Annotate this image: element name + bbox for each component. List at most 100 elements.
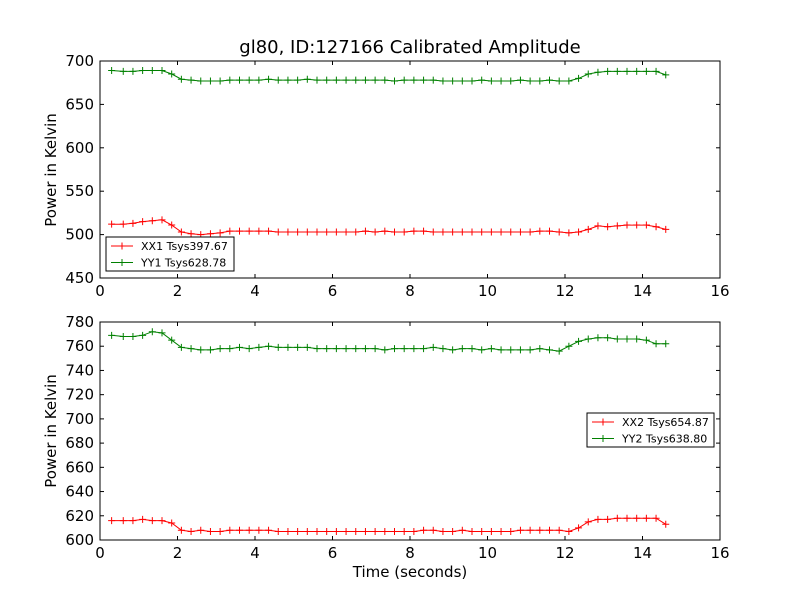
- data-point-marker: [245, 76, 253, 84]
- data-point-marker: [108, 220, 116, 228]
- data-point-marker: [613, 514, 621, 522]
- data-point-marker: [313, 228, 321, 236]
- data-point-marker: [604, 515, 612, 523]
- data-point-marker: [439, 228, 447, 236]
- data-point-marker: [555, 77, 563, 85]
- data-point-marker: [119, 67, 127, 75]
- data-point-marker: [381, 528, 389, 536]
- data-point-marker: [168, 336, 176, 344]
- data-point-marker: [371, 76, 379, 84]
- series-line: [111, 219, 666, 236]
- data-point-marker: [108, 517, 116, 525]
- data-point-marker: [381, 346, 389, 354]
- data-point-marker: [284, 228, 292, 236]
- data-point-marker: [516, 228, 524, 236]
- data-point-marker: [177, 526, 185, 534]
- data-point-marker: [361, 345, 369, 353]
- data-point-marker: [245, 227, 253, 235]
- data-point-marker: [139, 67, 147, 75]
- data-point-marker: [148, 217, 156, 225]
- chart-title: gl80, ID:127166 Calibrated Amplitude: [239, 37, 580, 58]
- legend-marker: [599, 418, 607, 426]
- data-point-marker: [468, 77, 476, 85]
- series-line: [111, 331, 666, 352]
- data-point-marker: [604, 334, 612, 342]
- data-point-marker: [187, 528, 195, 536]
- y-tick-label: 450: [65, 269, 94, 287]
- data-point-marker: [565, 528, 573, 536]
- data-point-marker: [555, 228, 563, 236]
- y-tick-label: 550: [65, 182, 94, 200]
- data-point-marker: [604, 67, 612, 75]
- data-point-marker: [119, 220, 127, 228]
- y-tick-label: 660: [65, 458, 94, 476]
- data-point-marker: [284, 76, 292, 84]
- data-point-marker: [546, 76, 553, 84]
- x-tick-label: 16: [710, 282, 729, 300]
- x-tick-label: 6: [328, 544, 338, 562]
- data-point-marker: [313, 345, 321, 353]
- data-point-marker: [439, 77, 447, 85]
- x-tick-label: 6: [328, 282, 338, 300]
- data-point-marker: [468, 345, 476, 353]
- data-point-marker: [342, 345, 350, 353]
- data-point-marker: [108, 67, 116, 75]
- data-point-marker: [236, 227, 243, 235]
- data-point-marker: [265, 75, 273, 83]
- data-point-marker: [662, 225, 670, 233]
- data-point-marker: [487, 345, 495, 353]
- data-point-marker: [400, 228, 408, 236]
- data-point-marker: [323, 345, 331, 353]
- data-point-marker: [391, 77, 398, 85]
- data-point-marker: [274, 528, 282, 536]
- data-point-marker: [206, 77, 214, 85]
- data-point-marker: [168, 221, 176, 229]
- data-point-marker: [623, 221, 631, 229]
- data-point-marker: [129, 219, 137, 227]
- data-point-marker: [478, 228, 486, 236]
- y-tick-label: 760: [65, 337, 94, 355]
- data-point-marker: [497, 77, 505, 85]
- data-point-marker: [255, 227, 263, 235]
- data-point-marker: [429, 228, 437, 236]
- data-point-marker: [594, 222, 602, 230]
- legend-marker: [118, 242, 126, 250]
- data-point-marker: [662, 520, 670, 528]
- data-point-marker: [623, 335, 631, 343]
- data-point-marker: [255, 76, 263, 84]
- data-point-marker: [294, 76, 302, 84]
- data-point-marker: [265, 227, 273, 235]
- data-point-marker: [633, 221, 641, 229]
- data-point-marker: [361, 76, 369, 84]
- data-point-marker: [623, 67, 631, 75]
- data-point-marker: [623, 514, 631, 522]
- data-point-marker: [526, 526, 534, 534]
- data-point-marker: [449, 77, 457, 85]
- data-point-marker: [410, 345, 418, 353]
- x-tick-label: 16: [710, 544, 729, 562]
- data-point-marker: [381, 76, 389, 84]
- data-point-marker: [633, 514, 641, 522]
- data-point-marker: [497, 528, 505, 536]
- data-point-marker: [497, 346, 505, 354]
- data-point-marker: [391, 345, 398, 353]
- x-axis-label: Time (seconds): [352, 563, 468, 581]
- data-point-marker: [361, 227, 369, 235]
- data-point-marker: [565, 229, 573, 237]
- data-point-marker: [642, 514, 650, 522]
- data-point-marker: [139, 515, 147, 523]
- data-point-marker: [255, 343, 263, 351]
- data-point-marker: [352, 345, 360, 353]
- data-point-marker: [429, 76, 437, 84]
- data-point-marker: [633, 335, 641, 343]
- data-point-marker: [245, 526, 253, 534]
- x-tick-label: 14: [633, 544, 652, 562]
- data-point-marker: [468, 528, 476, 536]
- data-point-marker: [555, 347, 563, 355]
- data-point-marker: [352, 528, 360, 536]
- data-point-marker: [108, 331, 116, 339]
- data-point-marker: [420, 526, 428, 534]
- data-point-marker: [410, 227, 418, 235]
- legend-box: [105, 236, 235, 272]
- data-point-marker: [323, 76, 331, 84]
